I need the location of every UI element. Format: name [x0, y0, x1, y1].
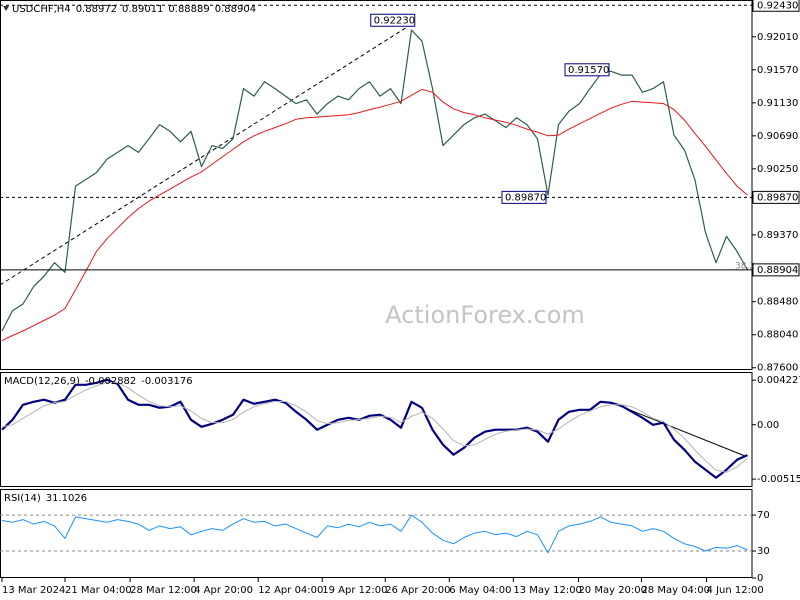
y-tick-label: 0.90690 [757, 131, 798, 142]
y-tick-label: 0.91570 [757, 65, 798, 76]
level-label: 0.92430 [757, 0, 798, 11]
pane-frame [0, 0, 753, 370]
readout-value: 0.88904 [215, 4, 256, 15]
symbol-icon [3, 6, 9, 11]
y-tick-label: 0.00 [757, 420, 779, 431]
x-tick-label: 13 May 12:00 [513, 585, 582, 596]
y-tick-label: 70 [757, 510, 770, 521]
series-line [1, 88, 748, 342]
series-line [1, 514, 748, 554]
x-tick-label: 28 May 04:00 [641, 585, 710, 596]
annotation-label: 0.91570 [568, 65, 609, 76]
y-tick-label: 0.87600 [757, 363, 798, 374]
x-tick-label: 4 Jun 12:00 [707, 585, 764, 596]
fib-label: 38.2 [735, 261, 755, 271]
readout-value: 0.88972 [76, 4, 117, 15]
x-tick-label: 21 Mar 04:00 [65, 585, 132, 596]
x-tick-label: 19 Apr 12:00 [322, 585, 387, 596]
pane-title: USDCHF,H4 [12, 4, 71, 15]
readout-value: -0.002882 [85, 376, 136, 387]
readout-value: 0.88889 [168, 4, 209, 15]
series-line [1, 29, 749, 332]
pane-title: MACD(12,26,9) [4, 376, 80, 387]
readout-value: 0.89011 [122, 4, 163, 15]
y-tick-label: 0.91130 [757, 98, 798, 109]
pane-header: USDCHF,H4 0.88972 0.89011 0.88889 0.88904 [12, 4, 256, 15]
y-tick-label: -0.005153 [757, 474, 800, 485]
level-label-box [752, 263, 800, 277]
level-label-box [752, 0, 800, 12]
level-label: 0.89870 [757, 192, 798, 203]
readout-value: -0.003176 [141, 376, 192, 387]
annotation-box [501, 190, 547, 204]
x-tick-label: 13 Mar 2024 [2, 585, 65, 596]
x-tick-label: 6 May 04:00 [449, 585, 511, 596]
pane-title: RSI(14) [4, 493, 41, 504]
pane-frame [0, 489, 753, 578]
y-tick-label: 30 [757, 546, 770, 557]
annotation-box [370, 13, 416, 27]
series-line [1, 382, 748, 473]
annotation-box [564, 63, 610, 77]
y-tick-label: 0.88480 [757, 297, 798, 308]
y-tick-label: 0.90250 [757, 164, 798, 175]
y-tick-label: 0.89370 [757, 230, 798, 241]
y-tick-label: 0.004227 [757, 375, 800, 386]
pane-frame [0, 372, 753, 487]
y-tick-label: 0.88040 [757, 330, 798, 341]
watermark: ActionForex.com [385, 301, 585, 329]
annotation-label: 0.89870 [505, 192, 546, 203]
x-tick-label: 20 May 20:00 [578, 585, 647, 596]
series-line [1, 378, 748, 479]
pane-header: MACD(12,26,9) -0.002882 -0.003176 [4, 376, 193, 387]
readout-value: 31.1026 [46, 493, 87, 504]
x-tick-label: 4 Apr 20:00 [194, 585, 253, 596]
pane-header: RSI(14) 31.1026 [4, 493, 87, 504]
level-label-box [752, 190, 800, 204]
level-label: 0.88904 [757, 265, 798, 276]
x-tick-label: 26 Apr 20:00 [385, 585, 450, 596]
y-tick-label: 0.92010 [757, 32, 798, 43]
x-tick-label: 12 Apr 04:00 [258, 585, 323, 596]
annotation-label: 0.92230 [374, 15, 415, 26]
y-tick-label: 0 [757, 573, 763, 584]
x-tick-label: 28 Mar 12:00 [130, 585, 197, 596]
